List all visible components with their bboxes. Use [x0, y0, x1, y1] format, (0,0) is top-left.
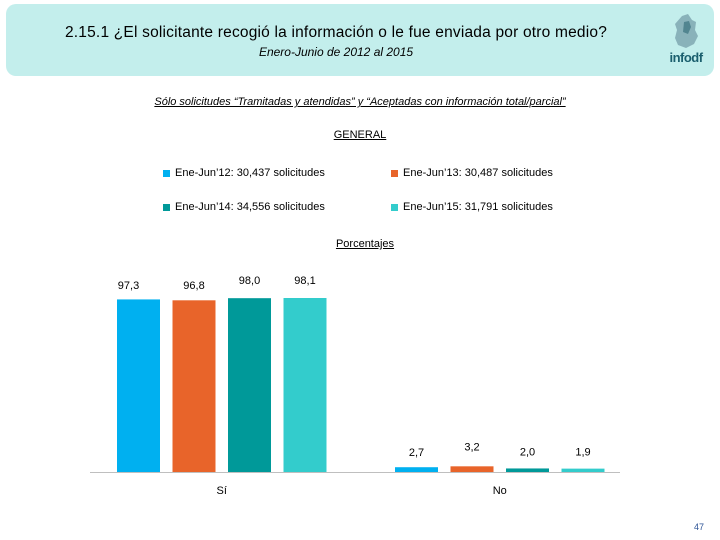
legend-item-2014: Ene-Jun’14: 34,556 solicitudes — [163, 201, 325, 213]
filter-note: Sólo solicitudes “Tramitadas y atendidas… — [154, 96, 566, 108]
bar-si-series-4 — [283, 298, 327, 472]
bar-si-series-1 — [117, 299, 160, 472]
data-label: 1,9 — [575, 447, 590, 459]
legend-swatch — [163, 203, 170, 211]
legend-item-2015: Ene-Jun’15: 31,791 solicitudes — [391, 201, 553, 213]
legend-label: Ene-Jun’15: 31,791 solicitudes — [403, 201, 553, 213]
page-subtitle: Enero-Junio de 2012 al 2015 — [258, 45, 414, 59]
data-label: 98,0 — [239, 275, 260, 287]
bar-no-series-1 — [395, 467, 438, 472]
category-label: No — [493, 485, 507, 497]
bar-si-series-2 — [172, 300, 216, 472]
bar-no-series-4 — [561, 468, 605, 472]
legend-item-2013: Ene-Jun’13: 30,487 solicitudes — [391, 167, 553, 179]
page-title: 2.15.1 ¿El solicitante recogió la inform… — [64, 24, 608, 41]
data-label: 2,7 — [409, 447, 424, 459]
data-label: 3,2 — [464, 441, 479, 453]
bar-si-series-3 — [228, 298, 271, 472]
infodf-logo: infodf — [662, 12, 710, 72]
units-label: Porcentajes — [335, 238, 395, 250]
bar-no-series-3 — [506, 468, 549, 472]
legend-label: Ene-Jun’14: 34,556 solicitudes — [175, 201, 325, 213]
page-number: 47 — [694, 522, 705, 532]
legend-swatch — [163, 169, 170, 177]
data-label: 98,1 — [294, 275, 315, 287]
logo-emblem-icon — [675, 14, 698, 48]
legend-swatch — [391, 169, 398, 177]
data-label: 2,0 — [520, 446, 535, 458]
title-banner: 2.15.1 ¿El solicitante recogió la inform… — [6, 4, 714, 76]
section-label: GENERAL — [333, 129, 387, 141]
legend-label: Ene-Jun’12: 30,437 solicitudes — [175, 167, 325, 179]
bar-no-series-2 — [450, 466, 494, 472]
legend-item-2012: Ene-Jun’12: 30,437 solicitudes — [163, 167, 325, 179]
logo-text: infodf — [669, 50, 703, 65]
data-label: 96,8 — [183, 280, 204, 292]
data-label: 97,3 — [118, 280, 139, 292]
legend-swatch — [391, 203, 398, 211]
category-label: Sí — [217, 485, 227, 497]
legend-label: Ene-Jun’13: 30,487 solicitudes — [403, 167, 553, 179]
